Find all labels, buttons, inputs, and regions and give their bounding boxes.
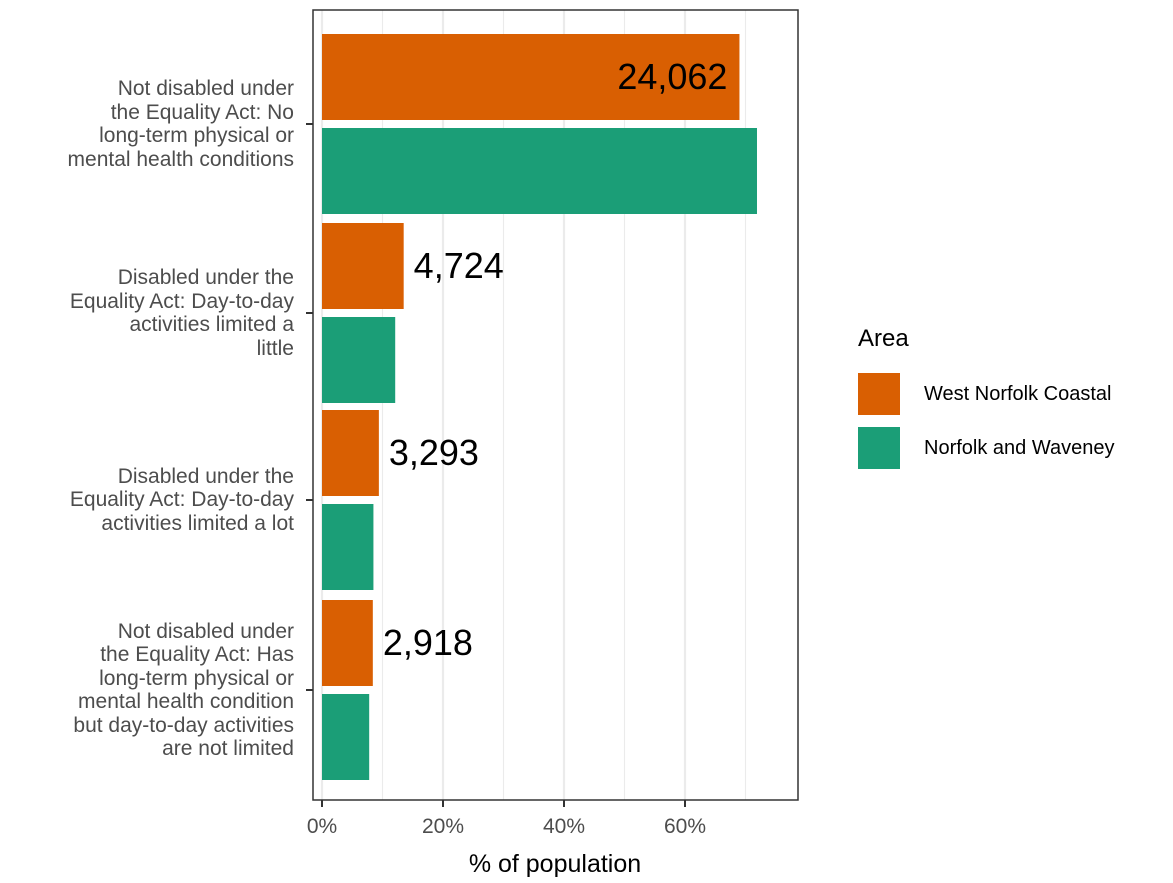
legend: Area West Norfolk Coastal Norfolk and Wa… [858, 325, 1114, 475]
bars [322, 34, 757, 780]
x-tick-label: 20% [422, 815, 464, 838]
bar-west-norfolk-coastal [322, 34, 740, 120]
legend-item-norfolk-and-waveney: Norfolk and Waveney [858, 421, 1114, 475]
category-label-line: activities limited a lot [101, 511, 294, 535]
plot-panel-border [312, 9, 799, 801]
category-label-line: the Equality Act: Has [100, 643, 294, 666]
category-label-line: activities limited a [129, 313, 294, 336]
category-label-line: mental health condition [78, 690, 294, 713]
bar-norfolk-and-waveney [322, 128, 757, 214]
data-label: 24,062 [617, 56, 727, 97]
bar-west-norfolk-coastal [322, 223, 404, 309]
bar-west-norfolk-coastal [322, 410, 379, 496]
axes: 0% 20% 40% 60% [306, 123, 706, 838]
category-label-line: long-term physical or [99, 124, 294, 147]
category-label-line: but day-to-day activities [73, 713, 294, 737]
category-label-line: Disabled under the [117, 464, 294, 488]
bar-norfolk-and-waveney [322, 694, 370, 780]
bar-norfolk-and-waveney [322, 317, 396, 403]
category-label-line: the Equality Act: No [110, 100, 294, 124]
legend-title: Area [858, 325, 909, 352]
category-label: Not disabled under the Equality Act: Has l… [0, 620, 294, 761]
legend-label: West Norfolk Coastal [924, 382, 1112, 405]
bar-west-norfolk-coastal [322, 600, 373, 686]
category-label-line: little [256, 336, 294, 360]
x-tick-label: 60% [664, 815, 706, 838]
legend-item-west-norfolk-coastal: West Norfolk Coastal [858, 367, 1114, 421]
category-label: Disabled under the Equality Act: Day-to-d… [0, 465, 294, 536]
category-label-line: Equality Act: Day-to-day [69, 488, 294, 512]
category-label-line: Equality Act: Day-to-day [69, 289, 294, 313]
data-labels: 24,062 4,724 3,293 2,918 [383, 56, 728, 663]
legend-swatch-orange [858, 373, 900, 415]
category-label-line: Not disabled under [117, 77, 294, 100]
x-axis-title: % of population [469, 850, 641, 878]
x-tick-label: 40% [543, 815, 585, 838]
x-tick-label: 0% [307, 815, 337, 838]
category-label-line: Not disabled under [117, 619, 294, 643]
category-label: Disabled under the Equality Act: Day-to-d… [0, 266, 294, 360]
category-label-line: Disabled under the [117, 266, 294, 289]
bar-norfolk-and-waveney [322, 504, 374, 590]
data-label: 4,724 [414, 245, 504, 286]
legend-swatch-green [858, 427, 900, 469]
category-label-line: mental health conditions [67, 147, 294, 171]
legend-label: Norfolk and Waveney [924, 436, 1115, 459]
data-label: 2,918 [383, 622, 473, 663]
category-label-line: long-term physical or [99, 666, 294, 690]
data-label: 3,293 [389, 432, 479, 473]
category-label: Not disabled under the Equality Act: No lo… [0, 77, 294, 171]
category-label-line: are not limited [162, 737, 294, 760]
